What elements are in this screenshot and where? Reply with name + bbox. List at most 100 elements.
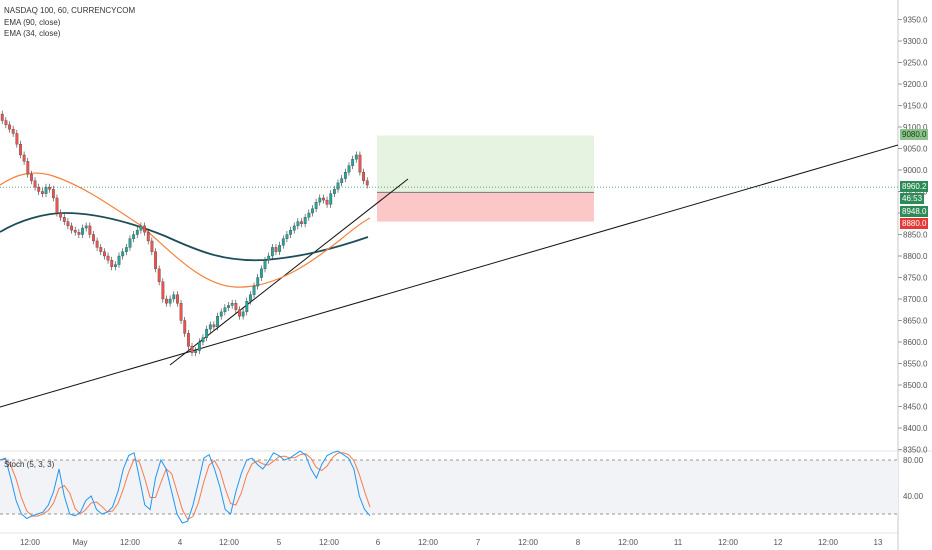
- candle-body: [132, 234, 136, 239]
- candle-body: [234, 303, 238, 310]
- candle-body: [22, 154, 26, 162]
- candle-body: [336, 182, 340, 190]
- price-tick-label: 8550.0: [903, 360, 928, 369]
- candle-body: [66, 221, 70, 227]
- candle-body: [256, 277, 260, 287]
- price-tick-label: 9050.0: [903, 145, 928, 154]
- candle-body: [197, 341, 201, 351]
- time-tick-label: 12:00: [618, 538, 639, 547]
- candle-body: [186, 333, 190, 347]
- candle-body: [230, 303, 234, 306]
- time-tick-label: 12: [774, 538, 783, 547]
- candle-body: [278, 245, 282, 252]
- candle-body: [307, 212, 311, 218]
- time-tick-label: 6: [376, 538, 381, 547]
- candle-body: [208, 324, 212, 330]
- time-tick-label: 8: [576, 538, 581, 547]
- candle-body: [296, 221, 300, 227]
- candle-body: [110, 260, 114, 267]
- target-price-tag: 9080.0: [900, 129, 929, 140]
- candle-body: [121, 251, 125, 257]
- time-tick-label: 12:00: [319, 538, 340, 547]
- candle-body: [161, 281, 165, 300]
- candle-body: [128, 238, 132, 248]
- price-tick-label: 8500.0: [903, 381, 928, 390]
- candle-body: [84, 225, 88, 229]
- candle-body: [318, 197, 322, 203]
- candle-body: [216, 316, 220, 328]
- time-tick-label: 12:00: [818, 538, 839, 547]
- candle-body: [219, 311, 223, 317]
- candle-body: [183, 320, 187, 334]
- price-tick-label: 8700.0: [903, 295, 928, 304]
- candle-body: [325, 199, 329, 205]
- candle-body: [292, 225, 296, 231]
- candle-body: [70, 225, 73, 231]
- price-tick-label: 9150.0: [903, 102, 928, 111]
- symbol-legend[interactable]: NASDAQ 100, 60, CURRENCYCOM: [4, 6, 136, 15]
- stoch-k-line: [0, 450, 371, 524]
- candle-body: [223, 307, 227, 313]
- candle-body: [172, 294, 176, 300]
- last-price-tag: 8960.2: [900, 181, 929, 192]
- candle-body: [117, 255, 121, 265]
- candle-body: [73, 230, 77, 233]
- candle-body: [37, 187, 41, 192]
- time-tick-label: 12:00: [718, 538, 739, 547]
- stoch-d-line: [0, 452, 371, 521]
- time-tick-label: 7: [476, 538, 481, 547]
- candle-body: [4, 120, 8, 126]
- candle-body: [311, 208, 314, 214]
- ema34-legend[interactable]: EMA (34, close): [4, 29, 61, 38]
- price-tick-label: 9350.0: [903, 16, 928, 25]
- candle-body: [332, 189, 336, 194]
- candle-body: [59, 212, 63, 218]
- time-tick-label: 12:00: [120, 538, 141, 547]
- ema90-line: [0, 212, 369, 262]
- candle-body: [351, 159, 355, 166]
- candle-body: [329, 193, 333, 205]
- candle-body: [259, 268, 263, 278]
- candle-body: [114, 264, 117, 267]
- candle-body: [343, 171, 347, 179]
- price-tick-label: 8750.0: [903, 274, 928, 283]
- time-tick-label: May: [72, 538, 87, 547]
- stoch-legend[interactable]: Stoch (5, 3, 3): [4, 460, 55, 469]
- candle-body: [322, 197, 325, 201]
- profit-zone: [377, 135, 594, 193]
- candle-body: [194, 350, 198, 353]
- candle-body: [157, 268, 161, 282]
- candle-body: [205, 328, 209, 338]
- candle-body: [124, 247, 128, 252]
- candle-body: [15, 133, 19, 145]
- candle-body: [179, 303, 183, 321]
- stoch-band: [0, 460, 898, 514]
- price-tick-label: 8650.0: [903, 317, 928, 326]
- candle-body: [77, 232, 81, 235]
- candle-body: [11, 128, 15, 134]
- candle-body: [190, 346, 194, 353]
- candle-body: [176, 294, 179, 304]
- candle-body: [48, 187, 52, 190]
- candle-body: [303, 217, 307, 224]
- candle-body: [33, 180, 37, 188]
- price-tick-label: 8850.0: [903, 231, 928, 240]
- price-tick-label: 9200.0: [903, 80, 928, 89]
- candle-body: [201, 337, 205, 343]
- candle-body: [267, 255, 271, 261]
- price-tick-label: 8350.0: [903, 446, 928, 455]
- ema90-legend[interactable]: EMA (90, close): [4, 18, 61, 27]
- candle-body: [0, 113, 4, 121]
- candle-body: [19, 144, 22, 156]
- candle-body: [212, 324, 216, 328]
- candle-body: [106, 255, 110, 261]
- support-trendline: [0, 144, 899, 408]
- candle-body: [238, 309, 241, 317]
- candle-body: [143, 225, 147, 233]
- rising-trendline: [169, 178, 409, 366]
- stoch-tick-label: 80.00: [903, 456, 924, 465]
- candle-body: [314, 202, 318, 209]
- price-tick-label: 8400.0: [903, 424, 928, 433]
